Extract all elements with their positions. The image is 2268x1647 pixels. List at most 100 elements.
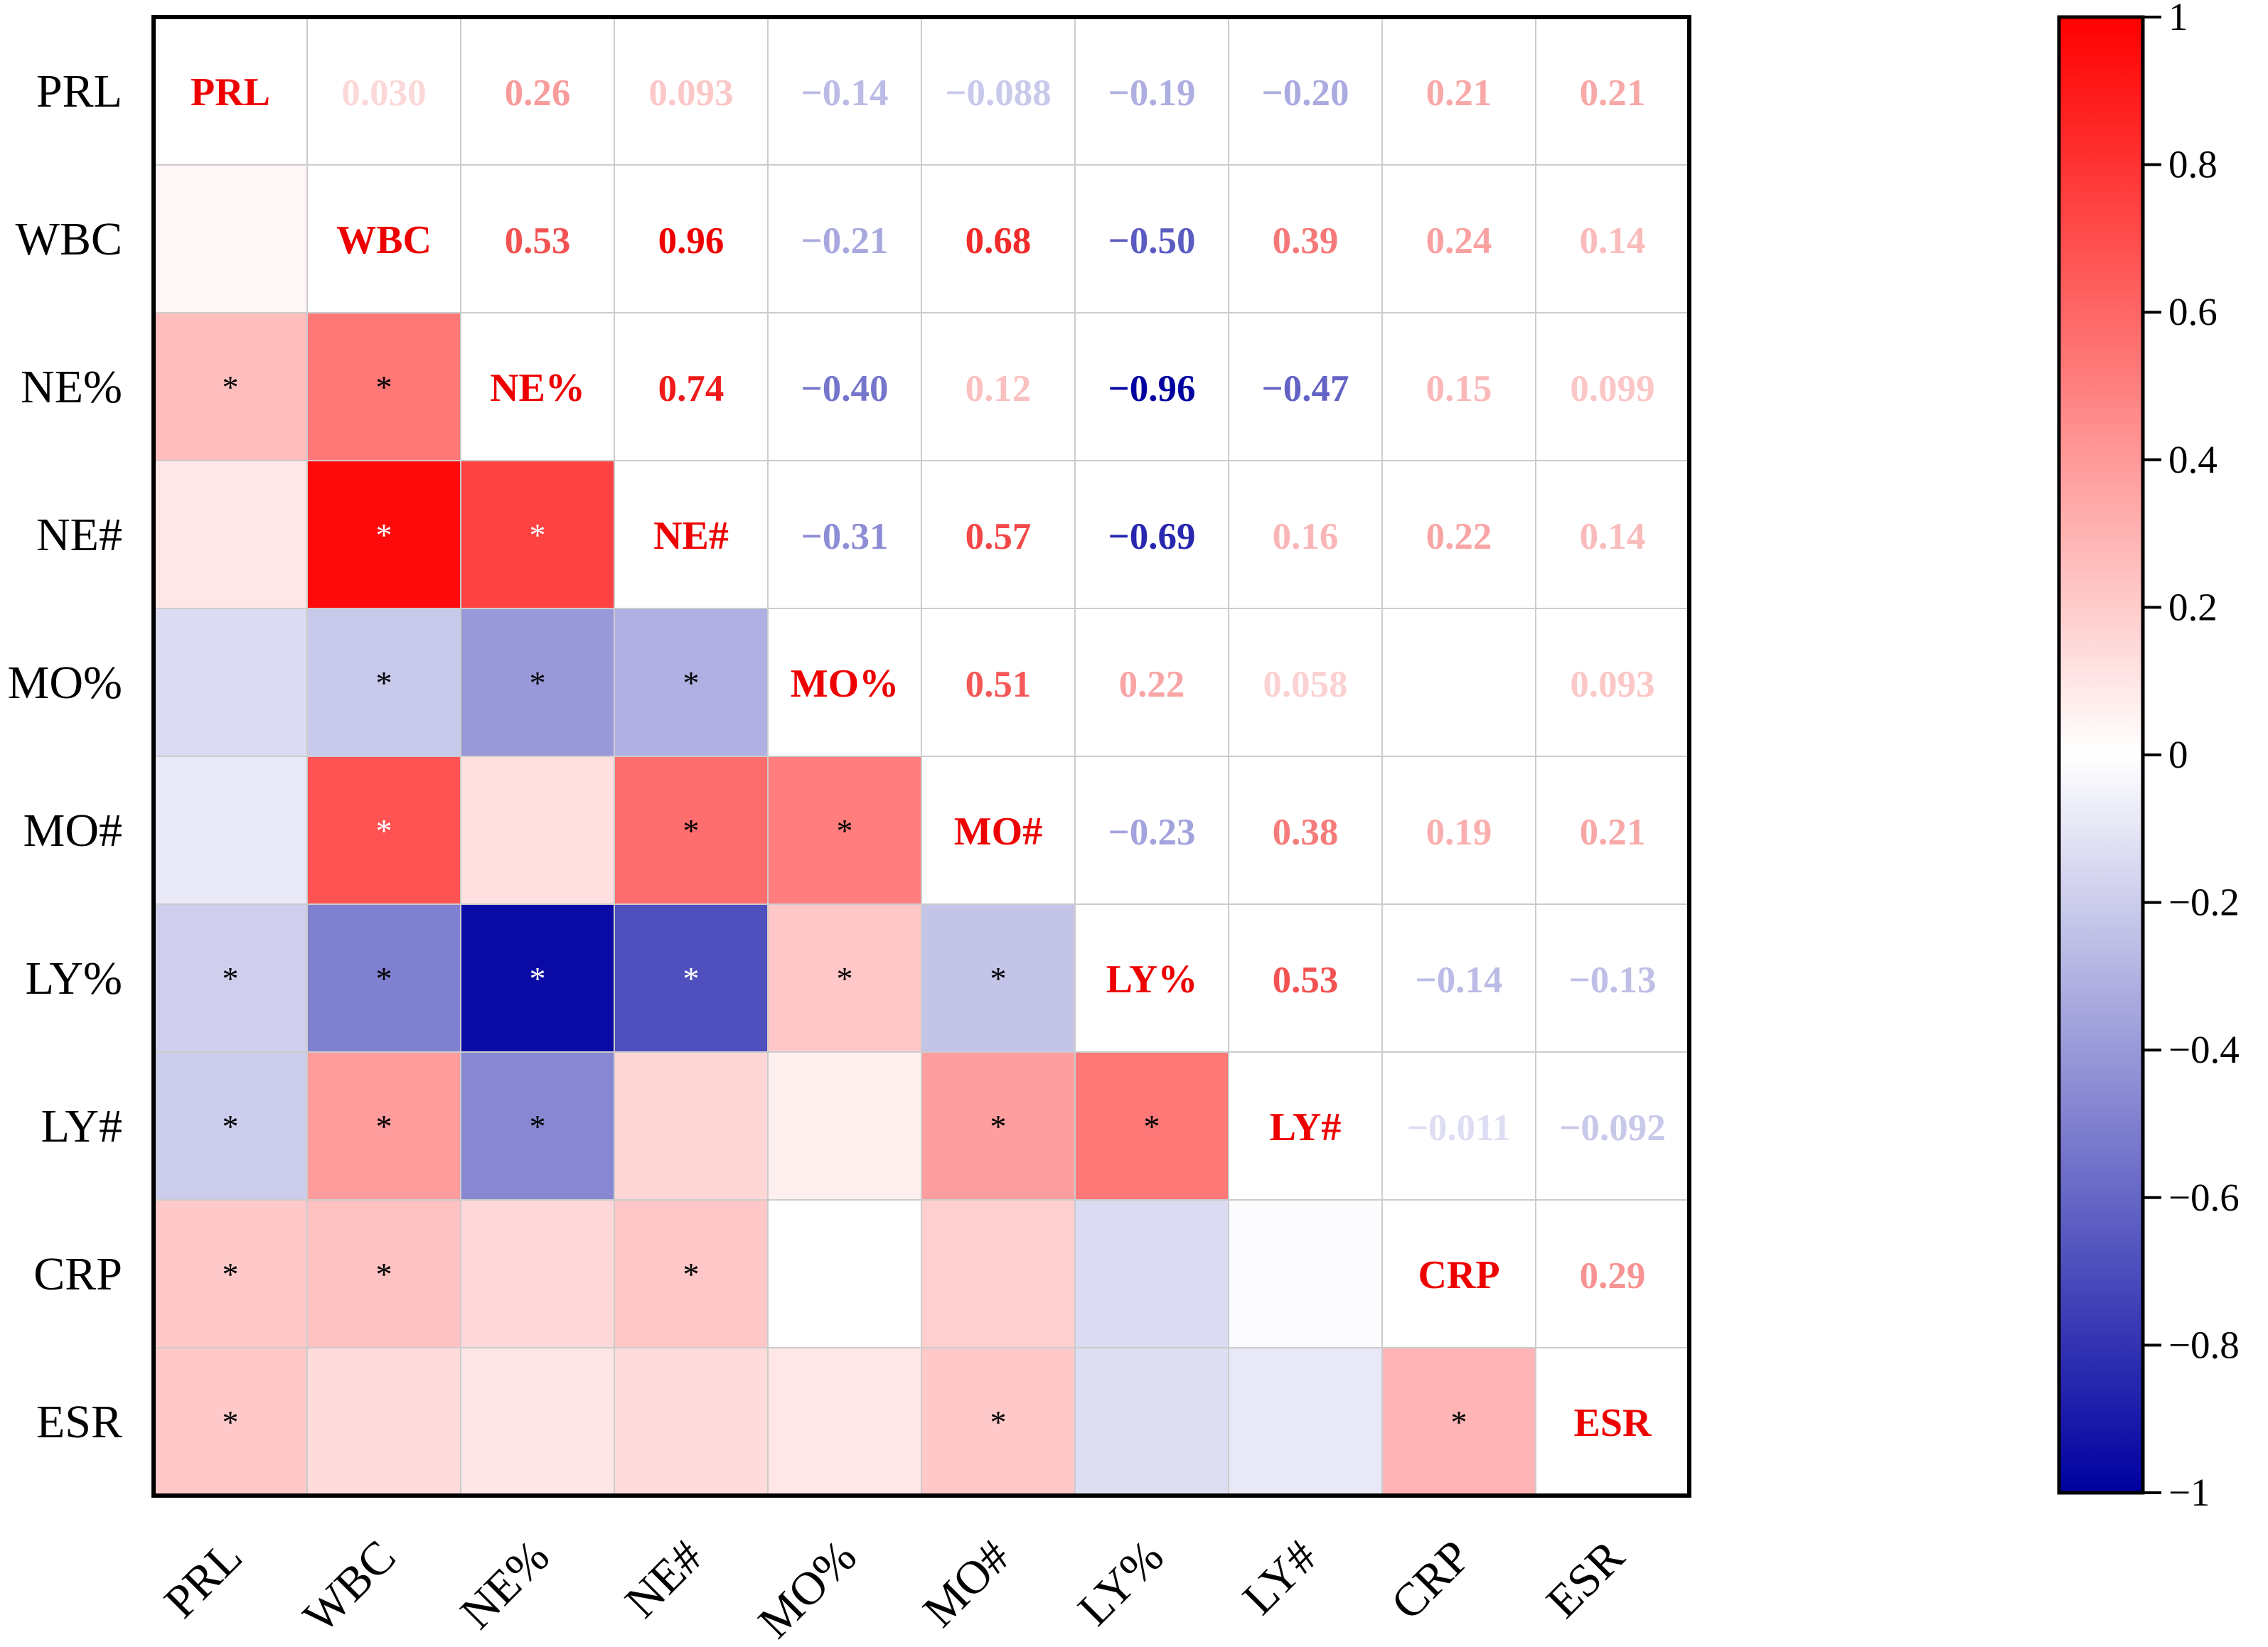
significance-star: * (223, 369, 239, 405)
column-labels: PRL WBC NE% NE# MO% MO# LY% LY# CRP ESR (154, 1530, 1634, 1647)
coefficient-label: 0.53 (505, 220, 571, 262)
heatmap-cell-WBC-PRL (154, 165, 307, 313)
significance-star: * (530, 1108, 546, 1144)
row-label: MO# (23, 805, 122, 857)
coefficient-label: 0.14 (1580, 220, 1646, 262)
diagonal-label: MO% (791, 662, 899, 706)
significance-star: * (990, 1108, 1007, 1144)
coefficient-label: 0.38 (1273, 812, 1339, 853)
significance-star: * (837, 812, 853, 849)
significance-star: * (376, 1256, 392, 1292)
coefficient-label: −0.40 (801, 368, 889, 409)
heatmap-cell-MO%-WBC (307, 608, 461, 756)
coefficient-label: −0.31 (801, 516, 889, 557)
coefficient-label: 0.96 (658, 220, 724, 262)
coefficient-label: 0.093 (648, 73, 733, 114)
heatmap-cell-ESR-PRL (154, 1348, 307, 1496)
significance-star: * (1451, 1404, 1467, 1440)
colorbar-gradient (2057, 15, 2145, 1495)
coefficient-label: 0.39 (1273, 220, 1339, 262)
row-label: MO% (8, 657, 122, 709)
heatmap-cell-CRP-WBC (307, 1200, 461, 1348)
heatmap-cell-ESR-LY# (1229, 1348, 1382, 1496)
colorbar-tick-label: −0.8 (2168, 1323, 2240, 1366)
colorbar-tick-label: −0.6 (2168, 1176, 2240, 1219)
heatmap-cell-CRP-MO% (768, 1200, 921, 1348)
heatmap-cell-NE%-WBC (307, 313, 461, 461)
significance-star: * (223, 960, 239, 997)
coefficient-label: 0.51 (965, 664, 1032, 705)
significance-star: * (376, 665, 392, 701)
heatmap-cell-LY%-PRL (154, 904, 307, 1052)
coefficient-label: 0.21 (1580, 73, 1646, 114)
heatmap-cells (154, 165, 1536, 1496)
significance-star: * (376, 812, 392, 849)
heatmap-cell-MO%-NE% (461, 608, 614, 756)
diagonal-label: WBC (336, 218, 432, 262)
heatmap-cell-MO#-NE% (461, 756, 614, 904)
coefficient-label: 0.24 (1426, 220, 1492, 262)
coefficient-label: 0.12 (965, 368, 1032, 409)
heatmap-cell-ESR-NE# (614, 1348, 768, 1496)
heatmap-cell-MO#-NE# (614, 756, 768, 904)
column-label: PRL (154, 1530, 252, 1628)
row-label: LY# (41, 1100, 122, 1152)
heatmap-frame (151, 15, 1691, 1498)
significance-star: * (530, 517, 546, 553)
heatmap-cell-LY#-WBC (307, 1052, 461, 1200)
column-label: NE% (451, 1530, 560, 1639)
coefficient-label: −0.20 (1262, 73, 1349, 114)
heatmap-cell-CRP-LY% (1075, 1200, 1229, 1348)
heatmap-cell-ESR-MO% (768, 1348, 921, 1496)
heatmap-gridlines (154, 17, 1689, 1496)
heatmap-cell-CRP-NE# (614, 1200, 768, 1348)
significance-star: * (683, 665, 700, 701)
row-label: ESR (36, 1396, 122, 1448)
significance-star: * (223, 1256, 239, 1292)
heatmap-cell-labels: PRL 0.030 0.26 0.093 −0.14 −0.088 −0.19 −0.20 0.… (191, 70, 1666, 1445)
coefficient-label: 0.68 (965, 220, 1032, 262)
diagonal-label: LY% (1106, 957, 1198, 1002)
heatmap-cell-MO#-WBC (307, 756, 461, 904)
coefficient-label: 0.058 (1263, 664, 1347, 705)
significance-star: * (376, 1108, 392, 1144)
coefficient-label: −0.96 (1108, 368, 1196, 409)
coefficient-label: 0.093 (1570, 664, 1654, 705)
heatmap-cell-LY#-MO# (921, 1052, 1075, 1200)
column-label: MO% (749, 1530, 867, 1647)
heatmap-cell-ESR-LY% (1075, 1348, 1229, 1496)
heatmap-cell-MO%-PRL (154, 608, 307, 756)
significance-star: * (990, 960, 1007, 997)
colorbar: 1 0.8 0.6 0.4 0.2 0 −0.2 −0.4 −0.6 −0.8 −1 (2057, 0, 2240, 1514)
heatmap-cell-LY%-WBC (307, 904, 461, 1052)
diagonal-label: NE# (653, 514, 729, 558)
column-label: MO# (913, 1530, 1020, 1637)
colorbar-tick-label: 0 (2168, 733, 2188, 776)
heatmap-cell-ESR-NE% (461, 1348, 614, 1496)
column-label: LY% (1069, 1530, 1174, 1636)
significance-star: * (990, 1404, 1007, 1440)
significance-star: * (1144, 1108, 1160, 1144)
coefficient-label: −0.14 (1416, 960, 1503, 1001)
significance-star: * (530, 665, 546, 701)
heatmap-cell-LY#-MO% (768, 1052, 921, 1200)
column-label: LY# (1233, 1530, 1327, 1624)
heatmap-cell-LY%-NE# (614, 904, 768, 1052)
row-label: NE# (36, 509, 122, 561)
colorbar-tick-label: 0.8 (2168, 143, 2218, 186)
significance-star: * (223, 1404, 239, 1440)
heatmap-cell-LY#-PRL (154, 1052, 307, 1200)
diagonal-label: CRP (1418, 1253, 1499, 1297)
coefficient-label: −0.13 (1569, 960, 1657, 1001)
heatmap-cell-LY#-LY% (1075, 1052, 1229, 1200)
coefficient-label: 0.15 (1426, 368, 1492, 409)
heatmap-cell-NE%-PRL (154, 313, 307, 461)
coefficient-label: 0.22 (1426, 516, 1492, 557)
heatmap-cell-CRP-LY# (1229, 1200, 1382, 1348)
heatmap-cell-CRP-NE% (461, 1200, 614, 1348)
coefficient-label: −0.69 (1108, 516, 1196, 557)
column-label: ESR (1536, 1530, 1634, 1628)
coefficient-label: −0.19 (1108, 73, 1196, 114)
heatmap-cell-CRP-PRL (154, 1200, 307, 1348)
